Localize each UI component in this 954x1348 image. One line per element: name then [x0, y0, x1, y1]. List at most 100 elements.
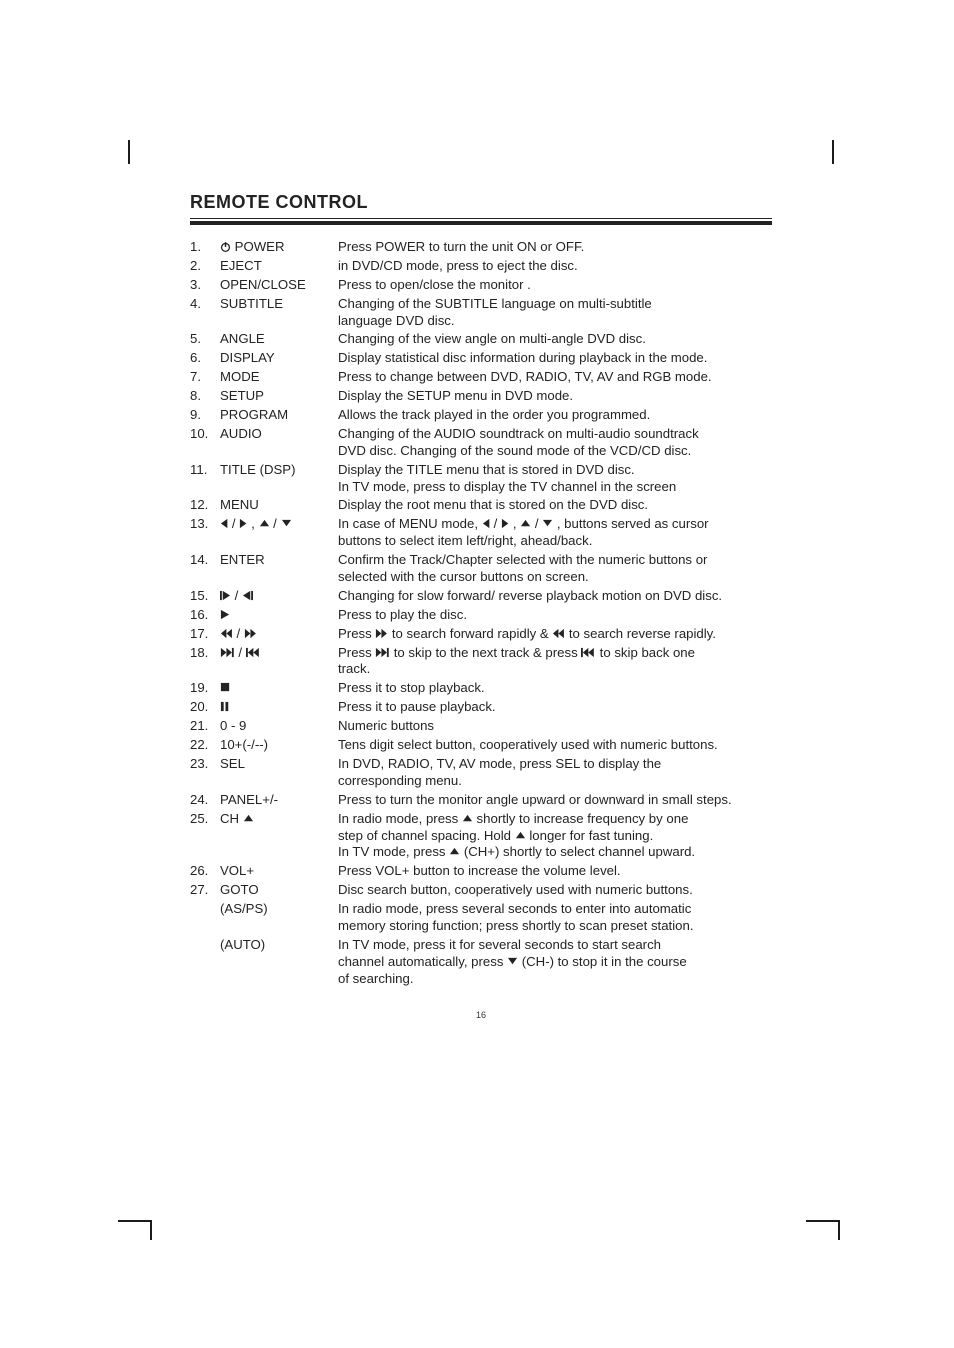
item-description: Press to change between DVD, RADIO, TV, … — [338, 369, 772, 386]
item-description: Press it to stop playback. — [338, 680, 772, 697]
tri-d-icon — [507, 956, 518, 967]
tri-u-icon — [462, 813, 473, 824]
list-item: 10.AUDIOChanging of the AUDIO soundtrack… — [190, 426, 772, 460]
crop-mark — [128, 140, 130, 164]
list-item: 1. POWERPress POWER to turn the unit ON … — [190, 239, 772, 256]
item-number: 27. — [190, 882, 220, 899]
item-description: Press to turn the monitor angle upward o… — [338, 792, 772, 809]
item-label: MODE — [220, 369, 338, 386]
list-item: (AS/PS)In radio mode, press several seco… — [190, 901, 772, 935]
item-label: VOL+ — [220, 863, 338, 880]
item-description: Changing of the SUBTITLE language on mul… — [338, 296, 772, 330]
list-item: 27.GOTODisc search button, cooperatively… — [190, 882, 772, 899]
tri-l-icon — [482, 518, 490, 529]
crop-mark — [832, 140, 834, 164]
item-number: 15. — [190, 588, 220, 605]
item-label: PANEL+/- — [220, 792, 338, 809]
tri-d-icon — [281, 518, 292, 529]
item-number: 17. — [190, 626, 220, 643]
item-description: Press to search forward rapidly & to sea… — [338, 626, 772, 643]
item-label: ENTER — [220, 552, 338, 569]
item-label — [220, 680, 338, 697]
page: REMOTE CONTROL 1. POWERPress POWER to tu… — [0, 0, 954, 1020]
rew-icon — [552, 628, 565, 639]
item-label: POWER — [220, 239, 338, 256]
page-number: 16 — [190, 1010, 772, 1020]
item-number: 9. — [190, 407, 220, 424]
item-description: In case of MENU mode, / , / , buttons se… — [338, 516, 772, 550]
item-number: 23. — [190, 756, 220, 773]
tri-r-icon — [239, 518, 247, 529]
item-number: 19. — [190, 680, 220, 697]
item-number: 13. — [190, 516, 220, 533]
prev-icon — [581, 647, 596, 658]
list-item: 24.PANEL+/-Press to turn the monitor ang… — [190, 792, 772, 809]
item-number: 24. — [190, 792, 220, 809]
list-item: 16. Press to play the disc. — [190, 607, 772, 624]
tri-u-icon — [259, 518, 270, 529]
item-label: SETUP — [220, 388, 338, 405]
next-icon — [375, 647, 390, 658]
item-label: / — [220, 588, 338, 605]
item-label: / — [220, 626, 338, 643]
item-description: Press to play the disc. — [338, 607, 772, 624]
ff-icon — [375, 628, 388, 639]
item-number: 3. — [190, 277, 220, 294]
item-label: (AUTO) — [220, 937, 338, 954]
item-description: In radio mode, press several seconds to … — [338, 901, 772, 935]
item-number: 20. — [190, 699, 220, 716]
item-number: 1. — [190, 239, 220, 256]
item-number: 16. — [190, 607, 220, 624]
item-label: / — [220, 645, 338, 662]
item-number: 18. — [190, 645, 220, 662]
list-item: 9.PROGRAMAllows the track played in the … — [190, 407, 772, 424]
list-item: 5.ANGLEChanging of the view angle on mul… — [190, 331, 772, 348]
item-description: Numeric buttons — [338, 718, 772, 735]
list-item: 25.CH In radio mode, press shortly to in… — [190, 811, 772, 862]
item-number: 25. — [190, 811, 220, 828]
item-number: 12. — [190, 497, 220, 514]
step-fwd-icon — [220, 590, 231, 601]
item-description: Disc search button, cooperatively used w… — [338, 882, 772, 899]
list-item: 12.MENUDisplay the root menu that is sto… — [190, 497, 772, 514]
item-description: Press POWER to turn the unit ON or OFF. — [338, 239, 772, 256]
item-label: (AS/PS) — [220, 901, 338, 918]
item-label: SUBTITLE — [220, 296, 338, 313]
list-item: 2.EJECT in DVD/CD mode, press to eject t… — [190, 258, 772, 275]
item-description: In radio mode, press shortly to increase… — [338, 811, 772, 862]
item-label: GOTO — [220, 882, 338, 899]
item-description: Press VOL+ button to increase the volume… — [338, 863, 772, 880]
crop-mark — [118, 1220, 152, 1222]
item-description: Press to skip to the next track & press … — [338, 645, 772, 679]
tri-r-icon — [501, 518, 509, 529]
list-item: 4.SUBTITLEChanging of the SUBTITLE langu… — [190, 296, 772, 330]
item-description: Confirm the Track/Chapter selected with … — [338, 552, 772, 586]
item-number: 22. — [190, 737, 220, 754]
list-item: 15. / Changing for slow forward/ reverse… — [190, 588, 772, 605]
tri-u-icon — [520, 518, 531, 529]
pause-icon — [220, 701, 229, 712]
section-heading-rule: REMOTE CONTROL — [190, 192, 772, 225]
item-label: 10+(-/--) — [220, 737, 338, 754]
item-label: AUDIO — [220, 426, 338, 443]
item-description: Press it to pause playback. — [338, 699, 772, 716]
play-icon — [220, 609, 230, 620]
item-label: SEL — [220, 756, 338, 773]
item-label: ANGLE — [220, 331, 338, 348]
item-description: Changing of the view angle on multi-angl… — [338, 331, 772, 348]
tri-u-icon — [449, 846, 460, 857]
list-item: 23.SELIn DVD, RADIO, TV, AV mode, press … — [190, 756, 772, 790]
list-item: 8.SETUPDisplay the SETUP menu in DVD mod… — [190, 388, 772, 405]
rew-icon — [220, 628, 233, 639]
item-number: 21. — [190, 718, 220, 735]
item-number: 6. — [190, 350, 220, 367]
item-label: DISPLAY — [220, 350, 338, 367]
list-item: 26.VOL+ Press VOL+ button to increase th… — [190, 863, 772, 880]
item-number: 4. — [190, 296, 220, 313]
item-label: CH — [220, 811, 338, 828]
step-rev-icon — [242, 590, 253, 601]
list-item: 22.10+(-/--)Tens digit select button, co… — [190, 737, 772, 754]
item-description: in DVD/CD mode, press to eject the disc. — [338, 258, 772, 275]
list-item: 13. / , / In case of MENU mode, / , / , … — [190, 516, 772, 550]
power-icon — [220, 241, 231, 252]
